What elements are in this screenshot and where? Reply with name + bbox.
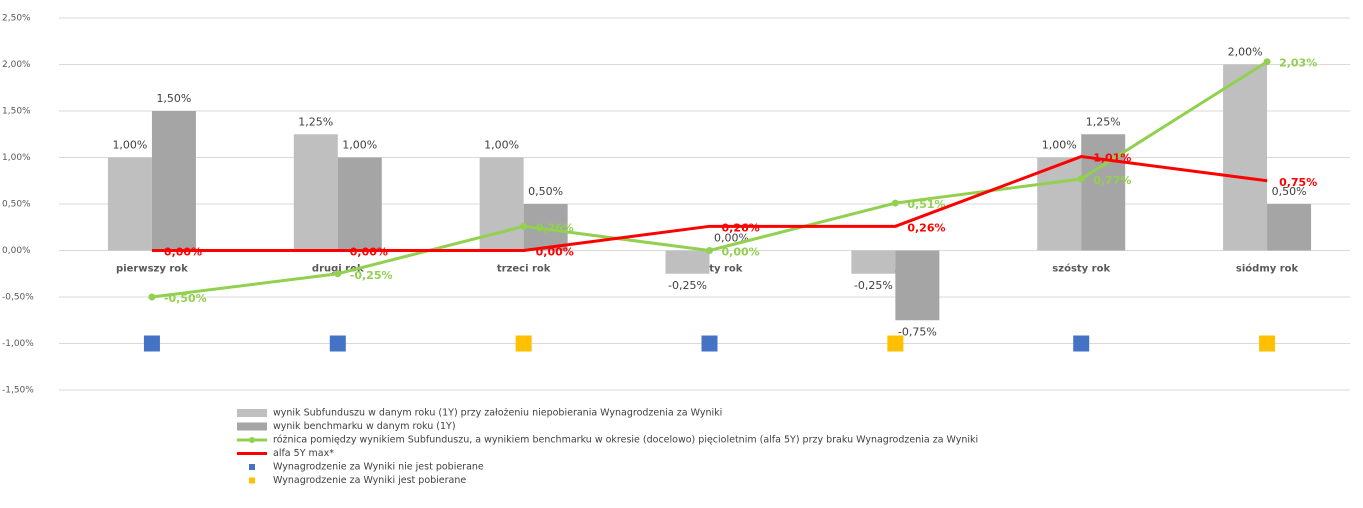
line-value-label: -0,50% — [164, 292, 207, 305]
indicator-square — [1073, 335, 1090, 352]
bar — [107, 157, 152, 251]
line-marker — [334, 270, 342, 278]
legend-swatch — [249, 477, 255, 484]
line-marker — [520, 222, 528, 230]
indicator-square — [1259, 335, 1276, 352]
legend-label: Wynagrodzenie za Wyniki jest pobierane — [273, 475, 466, 486]
y-tick-label: 0,00% — [2, 246, 31, 256]
line-value-label: 0,00% — [350, 246, 388, 259]
bar-value-label: -0,25% — [668, 279, 707, 292]
legend-label: wynik benchmarku w danym roku (1Y) — [273, 421, 456, 432]
line-marker — [891, 199, 899, 207]
line-value-label: 0,26% — [907, 221, 945, 234]
bar — [337, 157, 382, 251]
bar-value-label: -0,25% — [854, 279, 893, 292]
legend-label: wynik Subfunduszu w danym roku (1Y) przy… — [273, 408, 722, 419]
bar — [151, 111, 196, 251]
line-value-label: 0,00% — [722, 246, 760, 259]
bar — [895, 250, 940, 321]
line-marker — [148, 293, 156, 301]
x-tick-label: pierwszy rok — [116, 264, 188, 275]
legend-label: Wynagrodzenie za Wyniki nie jest pobiera… — [273, 462, 484, 473]
line-marker — [1077, 175, 1085, 183]
legend-swatch — [249, 464, 255, 470]
bar — [293, 134, 338, 251]
x-tick-label: szósty rok — [1052, 263, 1110, 275]
legend-swatch — [237, 422, 267, 431]
line-value-label: 1,01% — [1093, 152, 1131, 165]
bar — [665, 250, 710, 274]
line-value-label: 0,26% — [536, 221, 574, 234]
bar-value-label: 1,50% — [156, 92, 191, 105]
x-tick-label: siódmy rok — [1236, 263, 1299, 275]
bar — [851, 250, 896, 274]
bar-value-label: 1,25% — [1086, 115, 1121, 128]
bar-value-label: 1,00% — [342, 139, 377, 152]
indicator-square — [143, 335, 160, 352]
bar — [1081, 134, 1126, 251]
y-tick-label: 1,00% — [2, 153, 31, 163]
bar-value-label: 2,00% — [1228, 46, 1263, 59]
bar-value-label: 1,00% — [112, 139, 147, 152]
bar-value-label: -0,75% — [898, 325, 937, 338]
y-tick-label: -1,50% — [2, 386, 34, 396]
bar-value-label: 0,50% — [1272, 185, 1307, 198]
bar — [1267, 204, 1312, 251]
line-value-label: 0,00% — [536, 246, 574, 259]
bar-value-label: 1,00% — [1042, 139, 1077, 152]
legend-label: różnica pomiędzy wynikiem Subfunduszu, a… — [273, 435, 978, 446]
y-tick-label: 1,50% — [2, 107, 31, 117]
y-tick-label: 0,50% — [2, 200, 31, 210]
bar-value-label: 1,00% — [484, 139, 519, 152]
line-value-label: 0,26% — [722, 221, 760, 234]
line-value-label: -0,25% — [350, 269, 393, 282]
y-tick-label: -0,50% — [2, 293, 34, 303]
legend-swatch — [237, 409, 267, 417]
bar-value-label: 1,25% — [298, 115, 333, 128]
y-tick-label: -1,00% — [2, 339, 34, 349]
bar-value-label: 0,50% — [528, 185, 563, 198]
line-value-label: 0,75% — [1279, 176, 1317, 189]
line-value-label: 0,00% — [164, 246, 202, 259]
legend-label: alfa 5Y max* — [273, 448, 334, 459]
bar — [1037, 157, 1082, 251]
y-tick-label: 2,50% — [2, 14, 31, 24]
indicator-square — [515, 335, 532, 352]
x-tick-label: drugi rok — [312, 264, 364, 275]
indicator-square — [887, 335, 904, 352]
line-value-label: 0,77% — [1093, 174, 1131, 187]
y-tick-label: 2,00% — [2, 60, 31, 70]
line-marker — [1263, 58, 1271, 66]
legend-swatch — [249, 437, 255, 443]
x-tick-label: trzeci rok — [497, 264, 551, 275]
bar — [1223, 64, 1268, 251]
indicator-square — [329, 335, 346, 352]
line-marker — [706, 247, 713, 254]
x-tick-label: czwarty rok — [677, 264, 743, 275]
line-value-label: 2,03% — [1279, 57, 1317, 70]
indicator-square — [701, 335, 718, 352]
line — [151, 155, 1268, 252]
line-value-label: 0,51% — [907, 198, 945, 211]
